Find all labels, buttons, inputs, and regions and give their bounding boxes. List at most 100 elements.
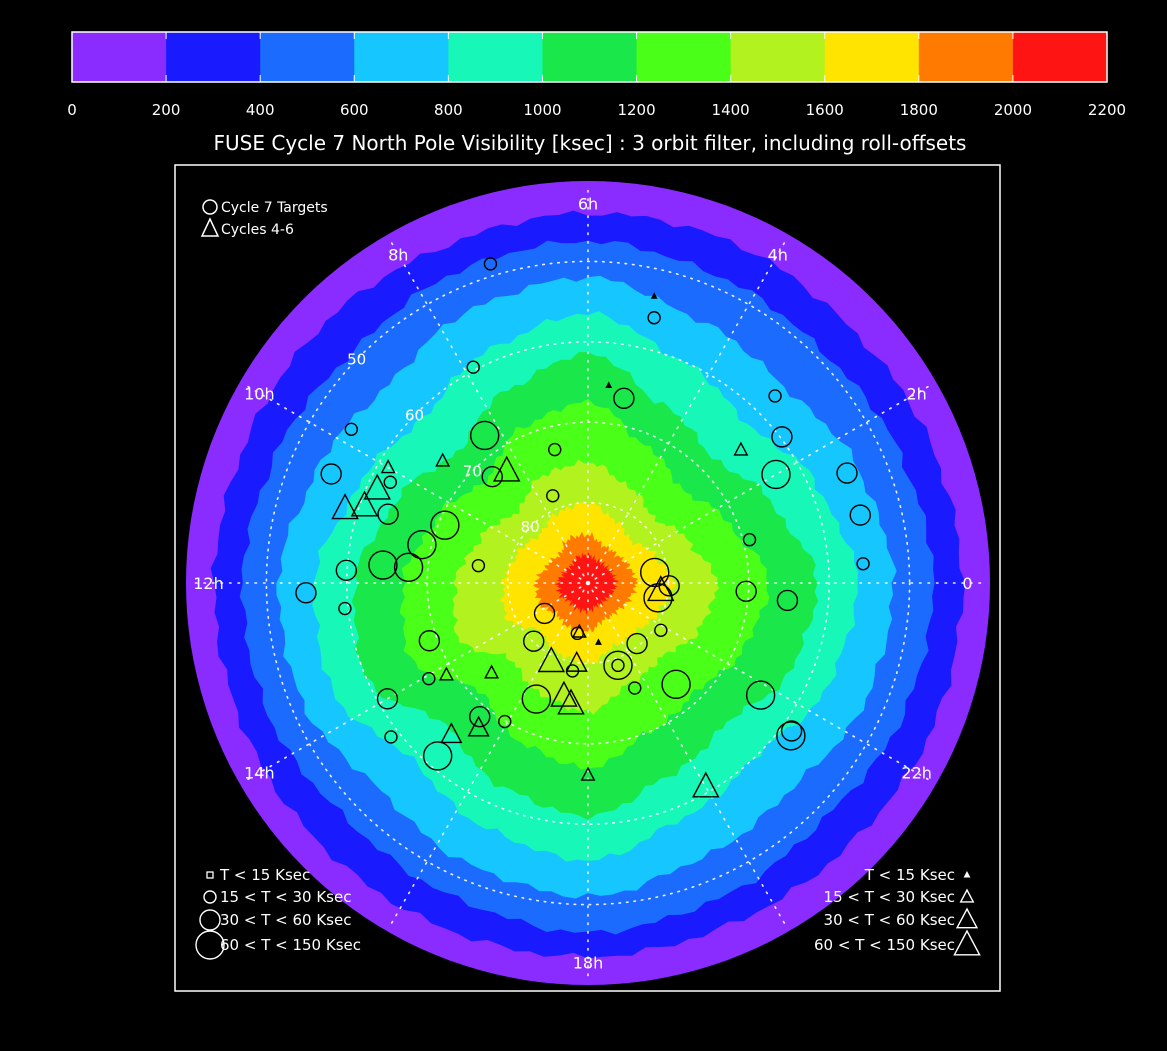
cycle7-target bbox=[771, 426, 793, 448]
cycle7-target bbox=[335, 559, 358, 582]
cycle7-target bbox=[469, 706, 491, 728]
colorbar-segment bbox=[1012, 32, 1108, 82]
cycle7-target bbox=[344, 422, 359, 437]
legend-size-label: 15 < T < 30 Ksec bbox=[824, 888, 955, 906]
target-markers bbox=[295, 257, 871, 798]
colorbar-segment bbox=[730, 32, 826, 82]
cycle7-target bbox=[483, 257, 498, 271]
prior-cycle-target bbox=[537, 646, 566, 673]
colorbar-segment bbox=[636, 32, 732, 82]
prior-cycle-target bbox=[580, 766, 596, 781]
prior-cycle-target bbox=[467, 715, 490, 737]
cycle7-target bbox=[320, 463, 342, 485]
cycle7-target bbox=[471, 558, 486, 573]
chart-title: FUSE Cycle 7 North Pole Visibility [ksec… bbox=[214, 131, 967, 155]
ra-hour-label: 12h bbox=[193, 574, 224, 593]
declination-label: 80 bbox=[521, 518, 540, 536]
legend-size-icon bbox=[959, 888, 975, 903]
cycle7-target bbox=[836, 462, 858, 484]
cycle7-target bbox=[654, 623, 668, 637]
cycle7-target bbox=[603, 650, 633, 681]
cycle7-target bbox=[295, 582, 317, 604]
cycle7-target bbox=[661, 669, 691, 700]
colorbar-segment bbox=[260, 32, 355, 82]
legend-size-label: 30 < T < 60 Ksec bbox=[220, 911, 351, 929]
colorbar-segment bbox=[72, 32, 167, 82]
cycle7-target bbox=[481, 465, 503, 488]
ra-spoke bbox=[390, 582, 589, 925]
cycle7-target bbox=[546, 489, 560, 503]
colorbar-tick-label: 200 bbox=[152, 101, 181, 119]
prior-cycle-target bbox=[605, 381, 613, 388]
legend-size-label: 15 < T < 30 Ksec bbox=[220, 888, 351, 906]
legend-size-label: 30 < T < 60 Ksec bbox=[824, 911, 955, 929]
cycle7-target bbox=[498, 714, 512, 729]
prior-cycle-target bbox=[438, 666, 454, 681]
legend-size-icon bbox=[195, 930, 225, 960]
legend-size-icon bbox=[203, 890, 217, 904]
legend-circle-sizes: T < 15 Ksec 15 < T < 30 Ksec 30 < T < 60 K… bbox=[195, 866, 361, 960]
cycle7-target bbox=[849, 504, 871, 526]
prior-cycle-target bbox=[350, 490, 379, 517]
colorbar-tick-label: 1600 bbox=[806, 101, 844, 119]
ra-hour-label: 18h bbox=[573, 953, 604, 972]
colorbar-ticks: 0 200 400 600 800 1000 1200 1400 1600 1800 2000 220… bbox=[67, 32, 1126, 119]
legend-cycle7-label: Cycle 7 Targets bbox=[221, 200, 328, 216]
legend-size-label: T < 15 Ksec bbox=[219, 866, 310, 884]
declination-circle bbox=[265, 260, 911, 906]
ra-hour-label: 2h bbox=[906, 384, 926, 403]
colorbar-tick-label: 400 bbox=[246, 101, 275, 119]
legend-size-icon bbox=[206, 871, 214, 879]
cycle7-target bbox=[611, 658, 625, 673]
legend-circle-icon bbox=[202, 199, 218, 215]
prior-cycle-target bbox=[650, 292, 658, 299]
legend-size-icon bbox=[955, 907, 979, 929]
plot-frame bbox=[174, 164, 1001, 992]
legend-size-icon bbox=[199, 909, 221, 931]
prior-cycle-target bbox=[733, 441, 749, 456]
cycle7-target bbox=[613, 387, 635, 410]
prior-cycle-target bbox=[435, 452, 451, 467]
ra-spoke bbox=[587, 582, 786, 925]
legend-size-icon bbox=[953, 929, 981, 956]
colorbar-segment bbox=[354, 32, 449, 82]
prior-cycle-target bbox=[647, 575, 675, 602]
colorbar-segment bbox=[448, 32, 543, 82]
declination-circle bbox=[506, 501, 670, 665]
colorbar-segment bbox=[824, 32, 920, 82]
cycle7-target bbox=[377, 503, 399, 525]
colorbar-tick-label: 2200 bbox=[1088, 101, 1126, 119]
cycle7-target bbox=[780, 720, 803, 742]
cycle7-target bbox=[523, 630, 545, 652]
colorbar-tick-label: 800 bbox=[434, 101, 463, 119]
ra-hour-label: 6h bbox=[578, 195, 598, 214]
cycle7-target bbox=[407, 529, 437, 560]
prior-cycle-target bbox=[557, 688, 585, 715]
cycle7-target bbox=[768, 389, 782, 403]
cycle7-target bbox=[521, 684, 552, 714]
colorbar-tick-label: 1200 bbox=[617, 101, 655, 119]
colorbar bbox=[71, 31, 1108, 83]
colorbar-tick-label: 1000 bbox=[523, 101, 561, 119]
cycle7-target bbox=[745, 680, 776, 710]
cycle7-target bbox=[548, 442, 562, 457]
ra-spoke bbox=[587, 241, 786, 584]
legend-marker-types: Cycle 7 Targets Cycles 4-6 bbox=[200, 199, 328, 238]
legend-size-icon bbox=[963, 871, 971, 878]
ra-spoke bbox=[246, 385, 589, 584]
prior-cycle-target bbox=[565, 650, 588, 672]
colorbar-tick-label: 2000 bbox=[994, 101, 1032, 119]
cycle7-target bbox=[647, 311, 661, 325]
cycle7-target bbox=[376, 688, 399, 710]
ra-hour-label: 14h bbox=[244, 764, 275, 783]
ra-hour-labels: 6h 4h 2h 0 22h 18h 14h 12h 10h 8h bbox=[193, 195, 972, 973]
legend-size-label: 60 < T < 150 Ksec bbox=[814, 936, 955, 954]
ra-hour-label: 22h bbox=[901, 764, 932, 783]
cycle7-target bbox=[430, 510, 460, 540]
cycle7-target bbox=[383, 475, 397, 489]
cycle7-target bbox=[640, 557, 670, 588]
prior-cycle-target bbox=[363, 473, 391, 500]
ra-spoke bbox=[587, 385, 930, 584]
prior-cycle-target bbox=[440, 722, 463, 744]
